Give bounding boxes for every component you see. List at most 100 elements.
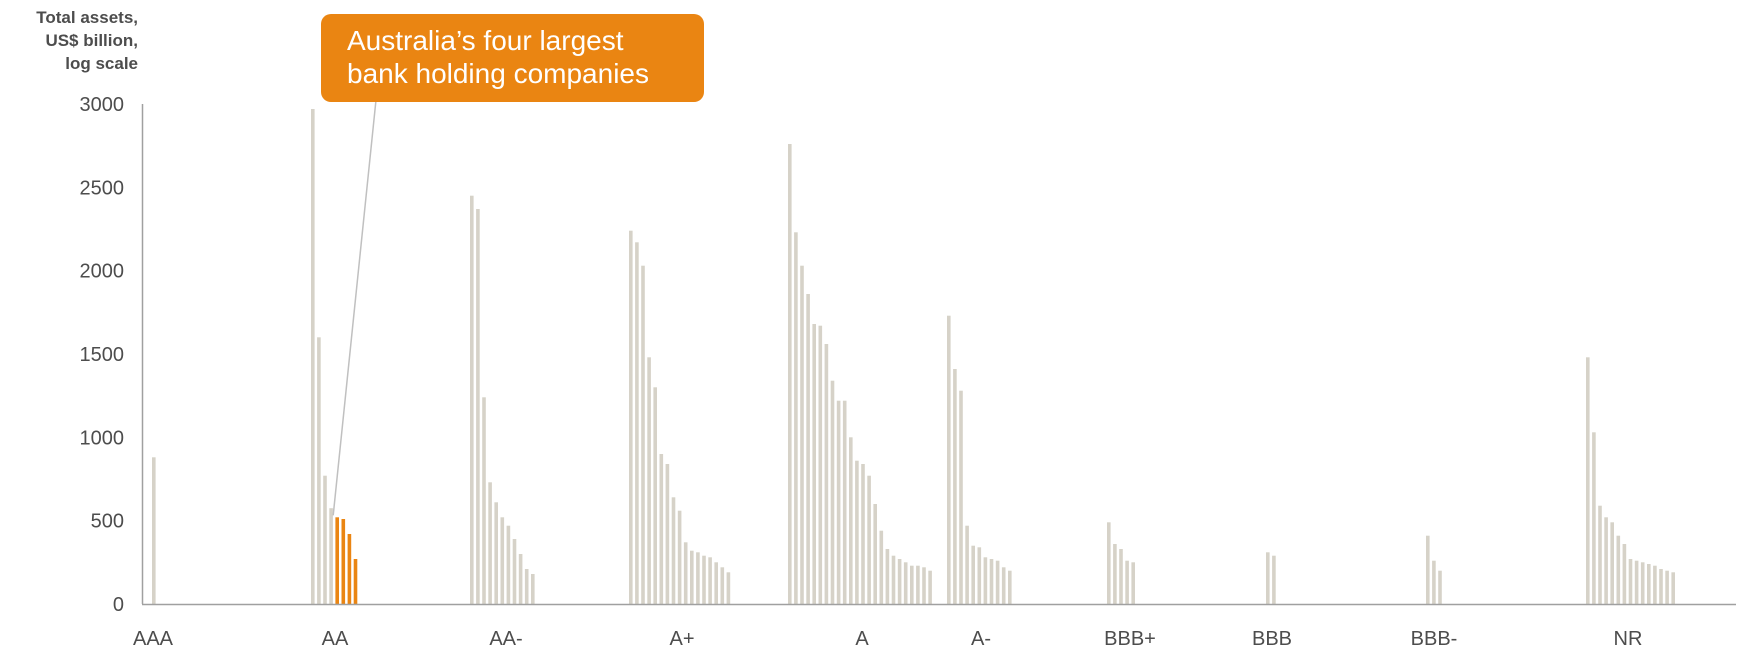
bar-A+-12 bbox=[696, 552, 700, 604]
bar-NR-10 bbox=[1640, 562, 1645, 604]
bar-A-7 bbox=[824, 344, 829, 604]
bar-NR-15 bbox=[1671, 572, 1675, 604]
bar-AA-1 bbox=[311, 109, 315, 604]
bar-NR-1 bbox=[1586, 357, 1590, 604]
bar-A+-14 bbox=[708, 557, 712, 604]
bar-A+-4 bbox=[647, 357, 651, 604]
bar-AA--4 bbox=[488, 482, 492, 604]
bar-A+-15 bbox=[714, 562, 718, 604]
bar-BBB+-1 bbox=[1107, 522, 1111, 604]
x-tick-label-NR: NR bbox=[1614, 628, 1643, 648]
y-tick-label-2000: 2000 bbox=[80, 261, 125, 283]
bar-A-17 bbox=[885, 549, 890, 604]
bar-AA--2 bbox=[476, 209, 480, 604]
x-tick-label-BBB+: BBB+ bbox=[1104, 628, 1156, 648]
bar-A+-2 bbox=[635, 242, 639, 605]
callout-leader-line bbox=[332, 99, 377, 516]
bar-NR-4 bbox=[1604, 517, 1608, 604]
bar-A-19 bbox=[897, 559, 902, 604]
bar-A-8 bbox=[830, 380, 835, 604]
bar-BBB--1 bbox=[1426, 535, 1430, 604]
bar-NR-6 bbox=[1616, 535, 1621, 604]
y-axis-title-line-1: Total assets, bbox=[36, 8, 138, 27]
y-tick-label-2500: 2500 bbox=[80, 177, 125, 199]
x-tick-label-BBB: BBB bbox=[1252, 628, 1292, 648]
bar-BBB-2 bbox=[1272, 555, 1276, 604]
bar-A-14 bbox=[867, 475, 871, 604]
y-tick-label-0: 0 bbox=[113, 594, 124, 616]
bar-A-5 bbox=[812, 324, 816, 604]
bar-AAA-1 bbox=[152, 457, 156, 604]
y-tick-label-3000: 3000 bbox=[80, 94, 125, 116]
bar-A-6 bbox=[818, 325, 823, 604]
bar-A+-5 bbox=[653, 387, 657, 604]
bar-A--4 bbox=[965, 525, 969, 604]
bar-NR-5 bbox=[1610, 522, 1614, 604]
bar-NR-2 bbox=[1592, 432, 1596, 604]
bar-A-16 bbox=[879, 530, 884, 604]
bar-A--10 bbox=[1001, 567, 1006, 604]
bar-A-20 bbox=[903, 562, 908, 604]
bar-A--11 bbox=[1008, 570, 1012, 604]
bar-A+-13 bbox=[702, 555, 706, 604]
bar-A--9 bbox=[995, 560, 1000, 604]
bar-A-4 bbox=[806, 294, 810, 604]
bar-AA-2 bbox=[317, 337, 321, 604]
bar-AA--10 bbox=[524, 569, 529, 604]
bar-AA-3 bbox=[323, 475, 327, 604]
bar-A-1 bbox=[788, 144, 792, 604]
bar-AA--8 bbox=[512, 539, 517, 604]
bar-A+-6 bbox=[659, 454, 664, 604]
bars-layer bbox=[152, 109, 1675, 605]
bar-BBB--2 bbox=[1432, 560, 1436, 604]
bar-A-23 bbox=[922, 567, 926, 604]
bar-A--6 bbox=[977, 547, 982, 604]
bar-A-15 bbox=[873, 504, 877, 604]
y-tick-label-1500: 1500 bbox=[80, 344, 125, 366]
bar-NR-8 bbox=[1628, 559, 1633, 604]
bar-A-13 bbox=[861, 464, 865, 604]
bar-A+-9 bbox=[677, 510, 682, 604]
bar-AA-5 bbox=[335, 517, 339, 604]
bar-BBB+-2 bbox=[1113, 544, 1117, 604]
x-tick-label-A+: A+ bbox=[669, 628, 694, 648]
bar-BBB+-4 bbox=[1125, 560, 1129, 604]
y-axis-title-line-2: US$ billion, bbox=[45, 31, 138, 50]
bar-AA--5 bbox=[494, 502, 498, 604]
bar-NR-13 bbox=[1659, 569, 1663, 604]
x-tick-label-BBB-: BBB- bbox=[1411, 628, 1458, 648]
bar-A--3 bbox=[959, 390, 963, 604]
bar-A+-8 bbox=[671, 497, 676, 604]
bar-NR-11 bbox=[1647, 564, 1651, 604]
y-ticks: 0 500 1000 1500 2000 2500 3000 bbox=[80, 94, 125, 616]
x-tick-label-AAA: AAA bbox=[133, 628, 174, 648]
bar-A+-10 bbox=[683, 542, 688, 604]
bar-BBB-1 bbox=[1266, 552, 1270, 604]
x-tick-label-A-: A- bbox=[971, 628, 991, 648]
callout-line-2: bank holding companies bbox=[347, 58, 649, 89]
x-tick-labels: AAA AA AA- A+ A A- BBB+ BBB BBB- NR bbox=[133, 628, 1642, 648]
bar-A--5 bbox=[971, 545, 975, 604]
bar-NR-3 bbox=[1598, 505, 1602, 604]
bar-A+-1 bbox=[629, 230, 633, 604]
bar-BBB+-5 bbox=[1131, 562, 1135, 604]
bar-AA--9 bbox=[518, 554, 523, 604]
bar-NR-9 bbox=[1634, 560, 1639, 604]
bar-AA--6 bbox=[500, 517, 505, 604]
bar-A+-17 bbox=[726, 572, 731, 604]
bar-A--2 bbox=[953, 369, 957, 604]
bar-AA-6 bbox=[341, 519, 346, 604]
bar-AA--11 bbox=[531, 574, 535, 604]
bar-A+-7 bbox=[665, 464, 670, 604]
bar-AA-7 bbox=[347, 534, 352, 604]
y-axis-title: Total assets, US$ billion, log scale bbox=[8, 6, 138, 75]
bar-AA-4 bbox=[329, 508, 333, 604]
y-tick-label-1000: 1000 bbox=[80, 427, 125, 449]
bar-A--8 bbox=[989, 559, 994, 604]
bar-A-12 bbox=[855, 460, 859, 604]
bar-NR-7 bbox=[1622, 544, 1627, 604]
bar-A+-16 bbox=[720, 567, 725, 604]
bar-A--1 bbox=[947, 315, 951, 604]
bar-A+-3 bbox=[641, 265, 645, 604]
